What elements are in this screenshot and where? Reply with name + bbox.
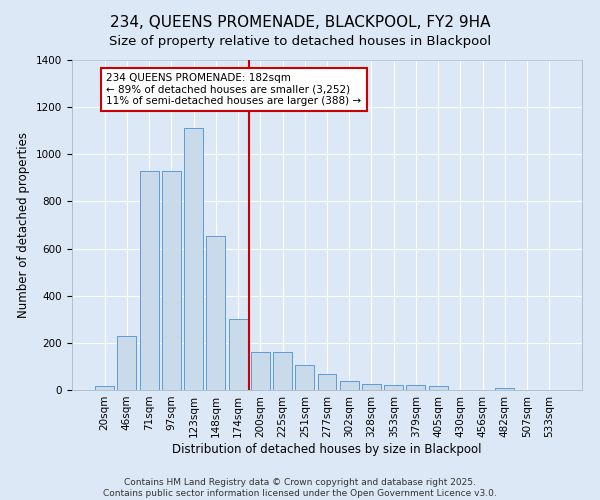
Bar <box>362 384 381 390</box>
Bar <box>384 386 403 390</box>
Bar <box>229 320 248 390</box>
Text: Contains HM Land Registry data © Crown copyright and database right 2025.
Contai: Contains HM Land Registry data © Crown c… <box>103 478 497 498</box>
Bar <box>496 388 514 390</box>
Text: 234 QUEENS PROMENADE: 182sqm
← 89% of detached houses are smaller (3,252)
11% of: 234 QUEENS PROMENADE: 182sqm ← 89% of de… <box>106 73 362 106</box>
Bar <box>95 386 114 390</box>
Y-axis label: Number of detached properties: Number of detached properties <box>17 132 31 318</box>
Bar <box>317 374 337 390</box>
Bar <box>140 171 158 390</box>
Bar <box>295 365 314 390</box>
Bar <box>206 236 225 390</box>
Bar <box>340 380 359 390</box>
Bar <box>273 352 292 390</box>
Bar <box>251 352 270 390</box>
Bar <box>118 336 136 390</box>
Text: Size of property relative to detached houses in Blackpool: Size of property relative to detached ho… <box>109 35 491 48</box>
Bar <box>162 171 181 390</box>
Bar <box>429 386 448 390</box>
Bar <box>184 128 203 390</box>
X-axis label: Distribution of detached houses by size in Blackpool: Distribution of detached houses by size … <box>172 442 482 456</box>
Bar <box>406 386 425 390</box>
Text: 234, QUEENS PROMENADE, BLACKPOOL, FY2 9HA: 234, QUEENS PROMENADE, BLACKPOOL, FY2 9H… <box>110 15 490 30</box>
